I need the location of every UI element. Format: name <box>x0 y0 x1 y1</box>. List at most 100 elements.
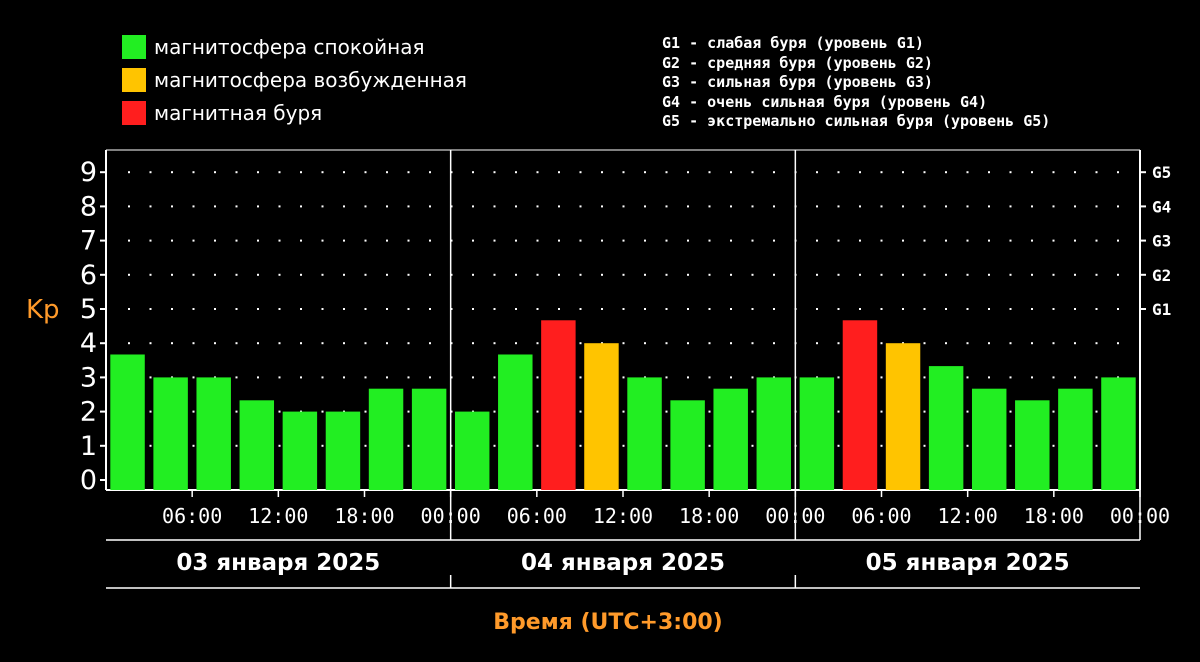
kp-bar <box>627 377 662 490</box>
g-level-g3: G3 - сильная буря (уровень G3) <box>662 73 933 91</box>
grid-dot <box>966 171 969 174</box>
time-tick-label: 06:00 <box>851 504 911 528</box>
grid-dot <box>321 342 324 345</box>
grid-dot <box>278 308 281 310</box>
grid-dot <box>730 171 732 174</box>
grid-dot <box>1052 342 1055 345</box>
kp-bar <box>541 320 576 490</box>
grid-dot <box>1095 444 1098 447</box>
grid-dot <box>278 171 281 174</box>
grid-dot <box>665 171 668 174</box>
kp-bar <box>713 388 748 490</box>
grid-dot <box>665 205 668 208</box>
grid-dot <box>1074 308 1076 310</box>
grid-dot <box>579 410 582 413</box>
grid-dot <box>321 444 324 447</box>
grid-dot <box>708 308 711 310</box>
grid-dot <box>171 308 173 310</box>
grid-dot <box>558 239 560 242</box>
grid-dot <box>773 171 775 174</box>
grid-dot <box>1074 342 1076 345</box>
grid-dot <box>472 273 474 276</box>
grid-dot <box>579 376 582 379</box>
grid-dot <box>601 171 603 174</box>
grid-dot <box>536 342 539 345</box>
grid-dot <box>278 273 281 276</box>
kp-bar <box>411 388 447 490</box>
grid-dot <box>192 410 195 413</box>
grid-dot <box>579 273 582 276</box>
grid-dot <box>1095 342 1098 345</box>
grid-dot <box>880 308 883 310</box>
grid-dot <box>730 239 732 242</box>
grid-dot <box>171 239 173 242</box>
grid-dot <box>192 205 195 208</box>
grid-dot <box>816 342 818 345</box>
grid-dot <box>966 376 969 379</box>
grid-dot <box>816 308 818 310</box>
grid-dot <box>1095 239 1098 242</box>
grid-dot <box>730 376 732 379</box>
grid-dot <box>880 342 883 345</box>
grid-dot <box>321 376 324 379</box>
grid-dot <box>278 239 281 242</box>
grid-dot <box>988 376 990 379</box>
grid-dot <box>214 342 216 345</box>
grid-dot <box>837 273 840 276</box>
y-tick-label: 1 <box>80 431 97 462</box>
kp-bar <box>885 343 921 490</box>
grid-dot <box>536 410 539 413</box>
grid-dot <box>300 342 302 345</box>
grid-dot <box>149 376 152 379</box>
grid-dot <box>493 273 496 276</box>
grid-dot <box>923 444 926 447</box>
g-tick-label: G2 <box>1152 266 1171 285</box>
grid-dot <box>923 410 926 413</box>
grid-dot <box>1117 308 1119 310</box>
grid-dot <box>751 410 754 413</box>
grid-dot <box>472 308 474 310</box>
grid-dot <box>364 376 367 379</box>
grid-dot <box>665 308 668 310</box>
grid-dot <box>364 308 367 310</box>
grid-dot <box>364 205 367 208</box>
grid-dot <box>988 273 990 276</box>
grid-dot <box>751 273 754 276</box>
grid-dot <box>730 273 732 276</box>
grid-dot <box>579 342 582 345</box>
grid-dot <box>923 308 926 310</box>
grid-dot <box>751 444 754 447</box>
grid-dot <box>300 205 302 208</box>
y-tick-label: 9 <box>80 157 97 188</box>
grid-dot <box>407 171 410 174</box>
grid-dot <box>966 205 969 208</box>
grid-dot <box>300 239 302 242</box>
grid-dot <box>472 171 474 174</box>
grid-dot <box>386 239 388 242</box>
grid-dot <box>321 308 324 310</box>
grid-dot <box>235 239 238 242</box>
grid-dot <box>515 342 517 345</box>
grid-dot <box>880 376 883 379</box>
grid-dot <box>837 444 840 447</box>
grid-dot <box>644 239 646 242</box>
grid-dot <box>902 308 904 310</box>
grid-dot <box>1009 342 1012 345</box>
y-tick-label: 5 <box>80 294 97 325</box>
grid-dot <box>536 376 539 379</box>
grid-dot <box>1117 273 1119 276</box>
y-tick-label: 6 <box>80 260 97 291</box>
grid-dot <box>687 239 689 242</box>
grid-dot <box>622 171 625 174</box>
grid-dot <box>429 205 431 208</box>
kp-bar <box>670 400 705 490</box>
grid-dot <box>149 342 152 345</box>
grid-dot <box>558 171 560 174</box>
grid-dot <box>407 239 410 242</box>
grid-dot <box>665 444 668 447</box>
g-tick-label: G3 <box>1152 232 1171 251</box>
grid-dot <box>923 239 926 242</box>
grid-dot <box>1009 444 1012 447</box>
grid-dot <box>1031 342 1033 345</box>
time-tick-label: 06:00 <box>507 504 567 528</box>
